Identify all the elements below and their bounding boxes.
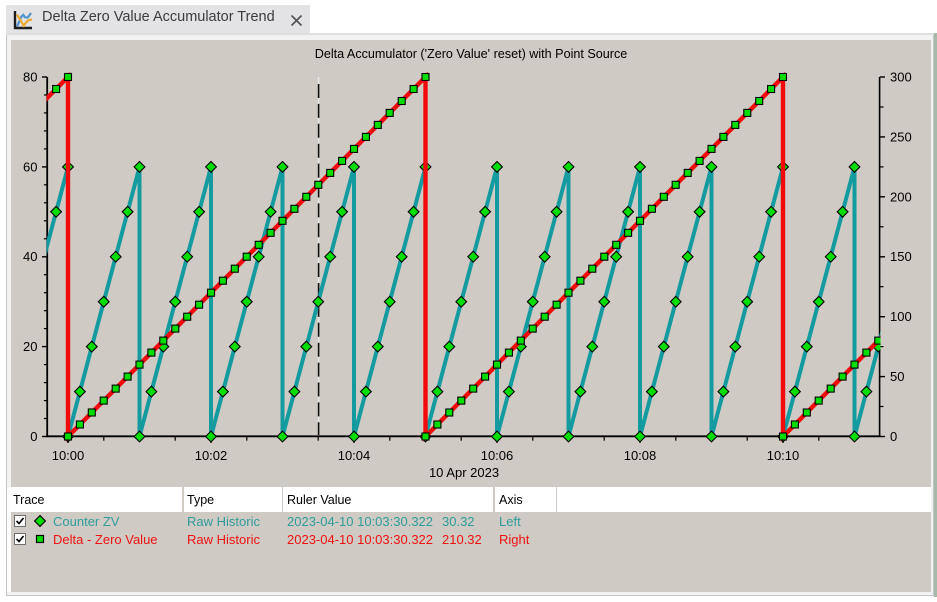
svg-text:10:08: 10:08 [624,448,657,463]
svg-text:20: 20 [23,339,37,354]
svg-text:Delta Accumulator ('Zero Value: Delta Accumulator ('Zero Value' reset) w… [315,47,628,61]
svg-text:60: 60 [23,159,37,174]
svg-text:150: 150 [890,249,912,264]
svg-text:40: 40 [23,249,37,264]
svg-text:0: 0 [30,429,37,444]
svg-text:300: 300 [890,70,912,85]
svg-text:50: 50 [890,369,904,384]
svg-text:10:00: 10:00 [52,448,85,463]
svg-text:0: 0 [890,429,897,444]
svg-text:10:02: 10:02 [195,448,228,463]
svg-text:10:10: 10:10 [767,448,800,463]
svg-text:200: 200 [890,189,912,204]
svg-text:250: 250 [890,129,912,144]
svg-text:80: 80 [23,70,37,85]
svg-text:10 Apr 2023: 10 Apr 2023 [429,465,499,480]
svg-text:100: 100 [890,309,912,324]
svg-text:10:06: 10:06 [481,448,514,463]
svg-text:10:04: 10:04 [338,448,371,463]
